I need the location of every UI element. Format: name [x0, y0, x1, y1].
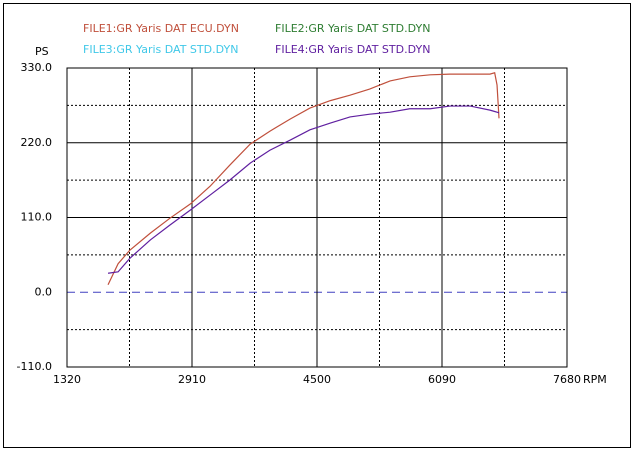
legend-entry: FILE1:GR Yaris DAT ECU.DYN [83, 22, 239, 35]
series-line [107, 105, 500, 274]
y-tick-label: -110.0 [17, 360, 52, 373]
x-tick-label: 4500 [303, 373, 331, 386]
x-tick-label: 2910 [178, 373, 206, 386]
x-tick-label: 7680 [553, 373, 581, 386]
legend-entry: FILE3:GR Yaris DAT STD.DYN [83, 43, 238, 56]
y-tick-label: 220.0 [21, 136, 53, 149]
legend-entry: FILE2:GR Yaris DAT STD.DYN [275, 22, 430, 35]
x-axis-label: RPM [583, 373, 607, 386]
legend-entry: FILE4:GR Yaris DAT STD.DYN [275, 43, 430, 56]
y-axis-label: PS [35, 45, 49, 58]
series-line [107, 71, 500, 286]
plot-border [66, 67, 568, 368]
x-tick-label: 1320 [53, 373, 81, 386]
x-tick-label: 6090 [428, 373, 456, 386]
y-tick-label: 330.0 [21, 61, 53, 74]
y-tick-label: 110.0 [21, 211, 53, 224]
y-tick-label: 0.0 [35, 285, 53, 298]
